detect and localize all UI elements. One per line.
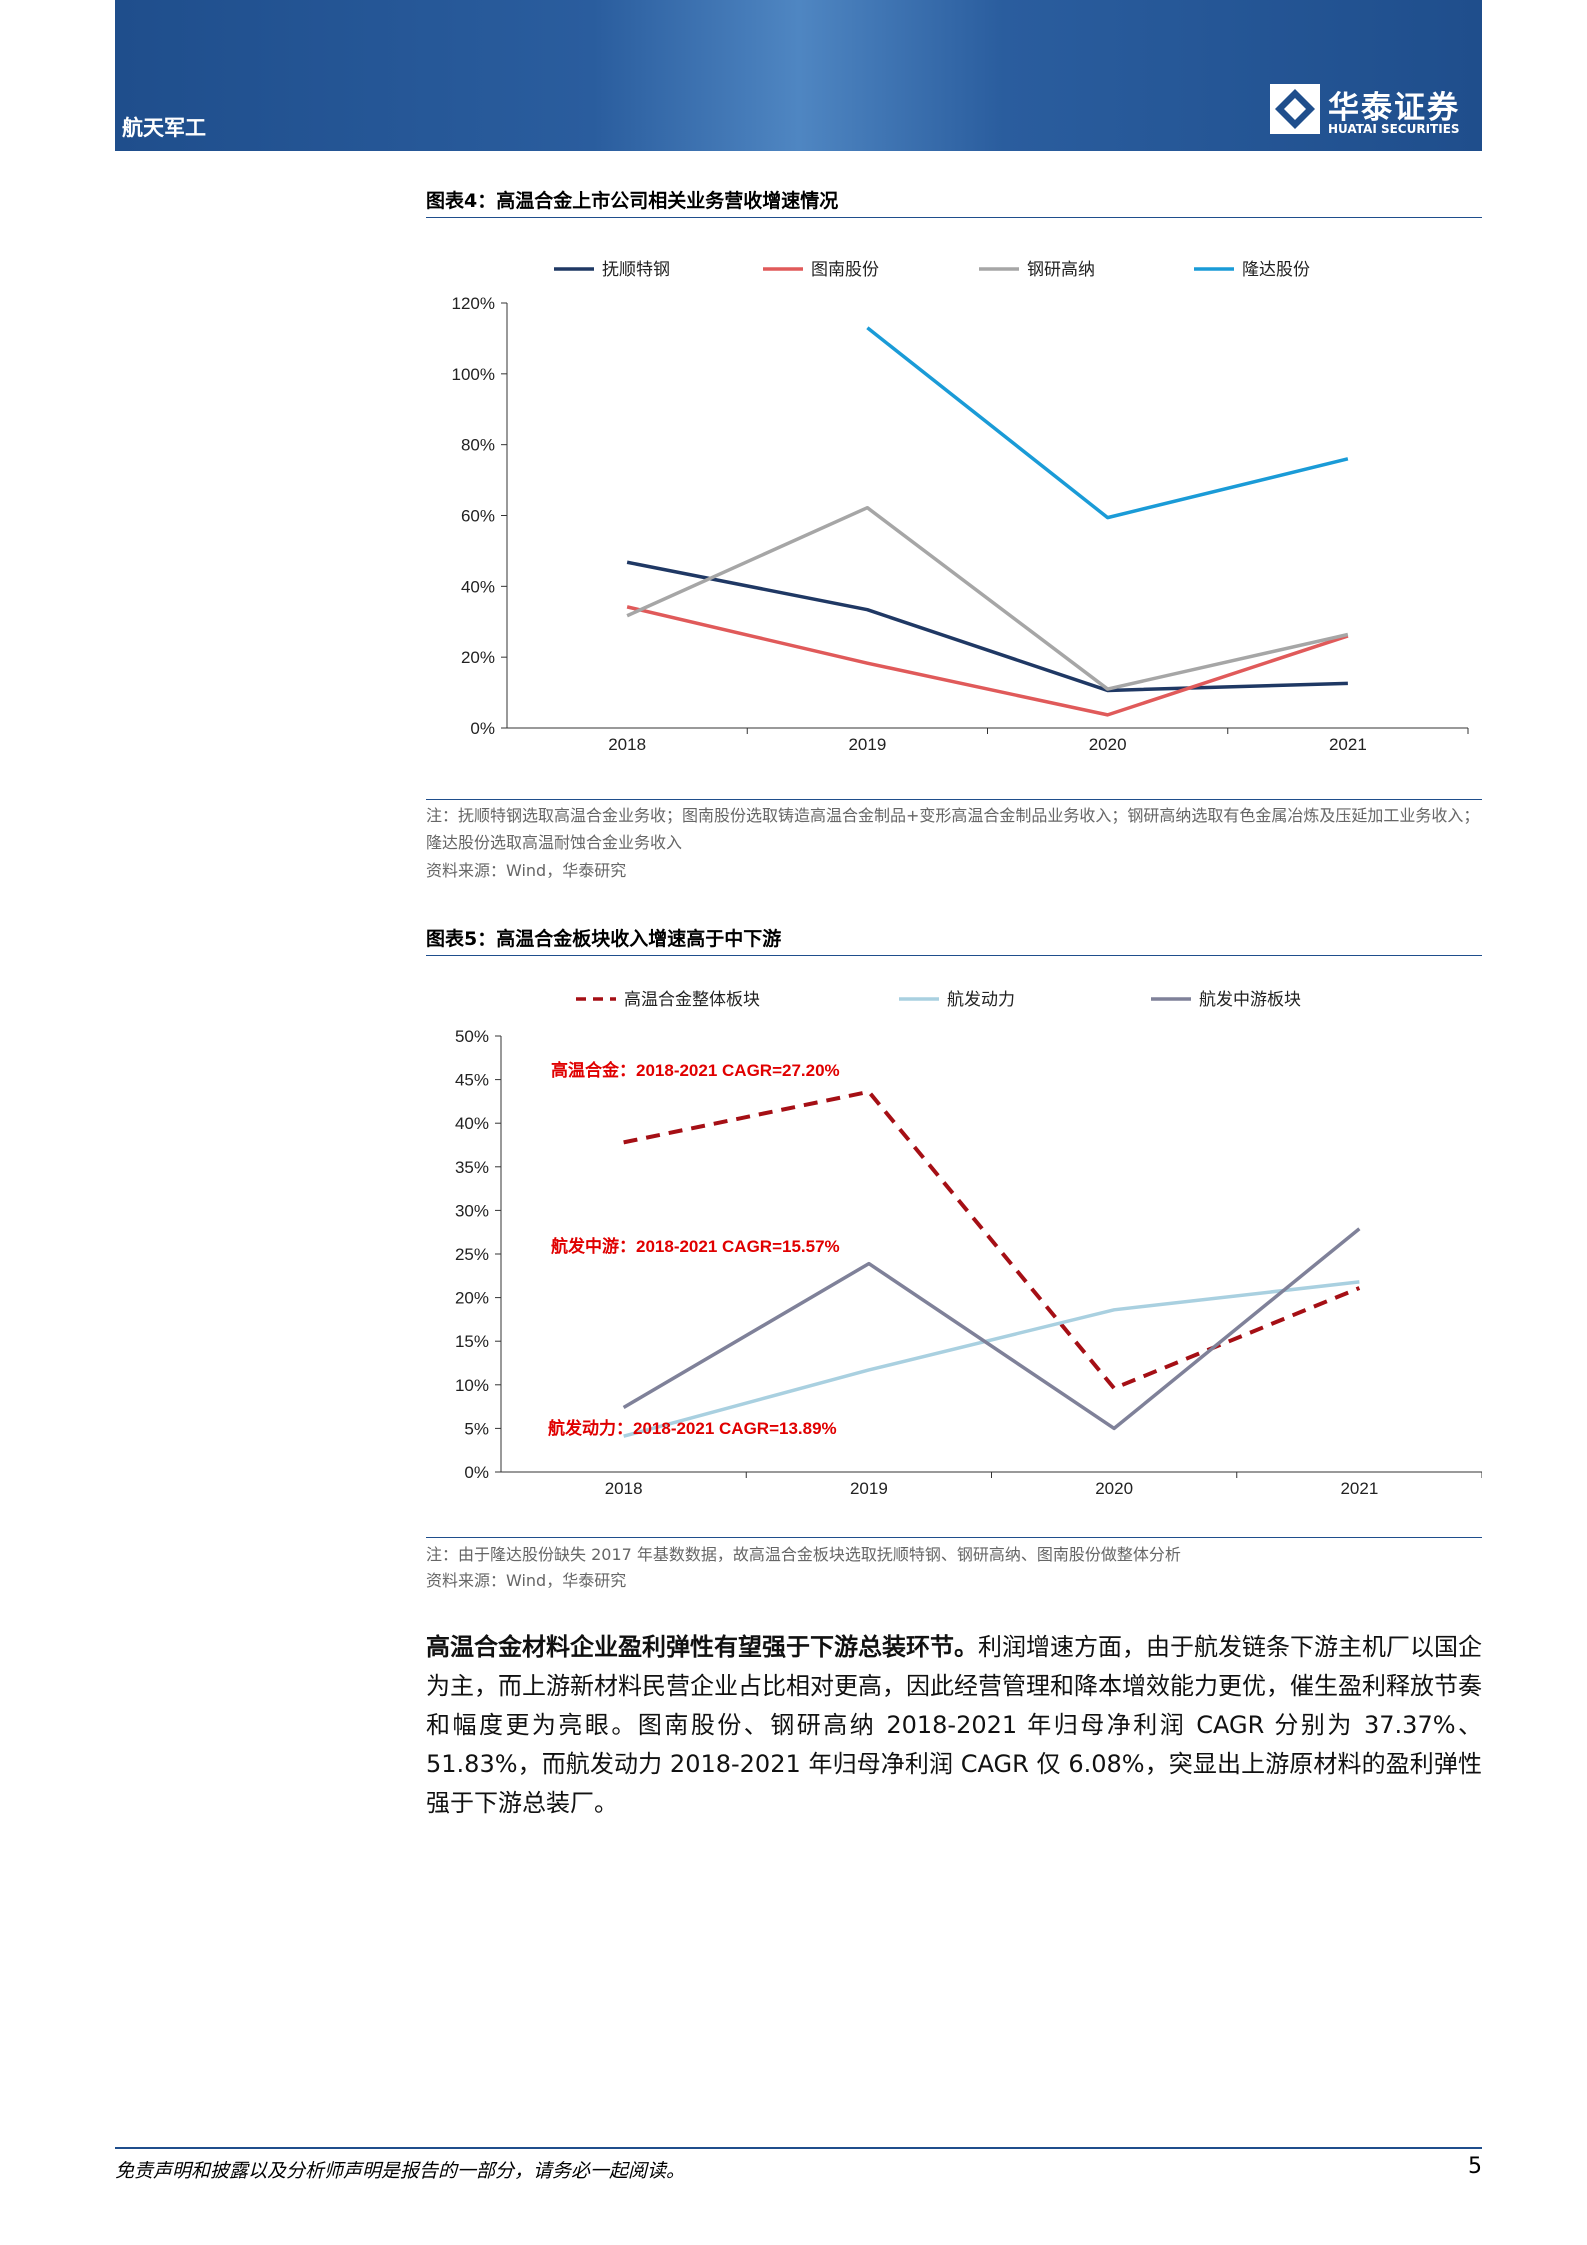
logo-icon [1270,84,1320,134]
figure-title: 图表5：高温合金板块收入增速高于中下游 [426,924,1482,956]
y-tick-label: 40% [461,577,495,596]
y-tick-label: 80% [461,436,495,455]
logo-cn: 华泰证券 [1328,90,1460,126]
y-tick-label: 45% [455,1071,489,1090]
x-tick-label: 2020 [1089,735,1127,754]
disclaimer: 免责声明和披露以及分析师声明是报告的一部分，请务必一起阅读。 [115,2160,686,2182]
series-line [626,560,1348,693]
figure-note: 注：抚顺特钢选取高温合金业务收；图南股份选取铸造高温合金制品+变形高温合金制品业… [426,806,1480,852]
divider [426,1537,1482,1538]
legend-label: 航发中游板块 [1199,990,1301,1009]
logo-en: HUATAI SECURITIES [1328,122,1460,136]
x-tick-label: 2018 [608,735,646,754]
series-line [623,1280,1360,1438]
body-text: 利润增速方面，由于航发链条下游主机厂以国企为主，而上游新材料民营企业占比相对更高… [426,1633,1482,1817]
y-tick-label: 0% [470,719,495,738]
body-paragraph: 高温合金材料企业盈利弹性有望强于下游总装环节。利润增速方面，由于航发链条下游主机… [426,1628,1482,1823]
page-number: 5 [1468,2154,1482,2179]
y-tick-label: 120% [452,294,495,313]
chart: 0% 20% 40% 60% 80% 100% 120% 2018 2019 2020 2021 抚顺… [452,260,1469,754]
legend-label: 钢研高纳 [1027,260,1095,279]
y-tick-label: 10% [455,1376,489,1395]
lead-sentence: 高温合金材料企业盈利弹性有望强于下游总装环节。 [426,1633,978,1661]
y-tick-label: 25% [455,1245,489,1264]
section-label: 航天军工 [122,116,206,140]
figure-source: 资料来源：Wind，华泰研究 [426,1571,627,1590]
y-tick-label: 20% [461,648,495,667]
legend-label: 高温合金整体板块 [624,990,760,1009]
annotation: 高温合金：2018-2021 CAGR=27.20% [551,1060,840,1080]
legend-label: 抚顺特钢 [602,260,670,279]
annotation: 航发中游：2018-2021 CAGR=15.57% [551,1236,840,1256]
x-tick-label: 2018 [605,1479,643,1498]
y-tick-label: 50% [455,1027,489,1046]
series-line [626,505,1349,691]
legend-label: 航发动力 [947,990,1015,1009]
chart: 0% 5% 10% 15% 20% 25% 30% 35% 40% 45% 50% 2018 2019 2… [455,990,1482,1498]
divider [426,799,1482,800]
figure-source: 资料来源：Wind，华泰研究 [426,861,627,880]
y-tick-label: 5% [464,1419,489,1438]
figure-title: 图表4：高温合金上市公司相关业务营收增速情况 [426,186,1482,218]
y-tick-label: 40% [455,1114,489,1133]
legend-label: 图南股份 [811,260,879,279]
series-line [622,1227,1361,1431]
x-tick-label: 2021 [1340,1479,1378,1498]
series-line [866,326,1349,520]
y-tick-label: 30% [455,1201,489,1220]
series-line [626,605,1349,717]
x-tick-label: 2019 [850,1479,888,1498]
footer-rule [115,2147,1482,2149]
y-tick-label: 60% [461,507,495,526]
x-tick-label: 2021 [1329,735,1367,754]
y-tick-label: 20% [455,1289,489,1308]
x-tick-label: 2019 [848,735,886,754]
y-tick-label: 15% [455,1332,489,1351]
legend-label: 隆达股份 [1242,260,1310,279]
x-tick-label: 2020 [1095,1479,1133,1498]
y-tick-label: 35% [455,1158,489,1177]
y-tick-label: 0% [464,1463,489,1482]
header-band [115,0,1482,151]
figure-note: 注：由于隆达股份缺失 2017 年基数数据，故高温合金板块选取抚顺特钢、钢研高纳… [426,1545,1181,1564]
y-tick-label: 100% [452,365,495,384]
series-line [623,1089,1361,1391]
annotation: 航发动力：2018-2021 CAGR=13.89% [548,1418,837,1438]
